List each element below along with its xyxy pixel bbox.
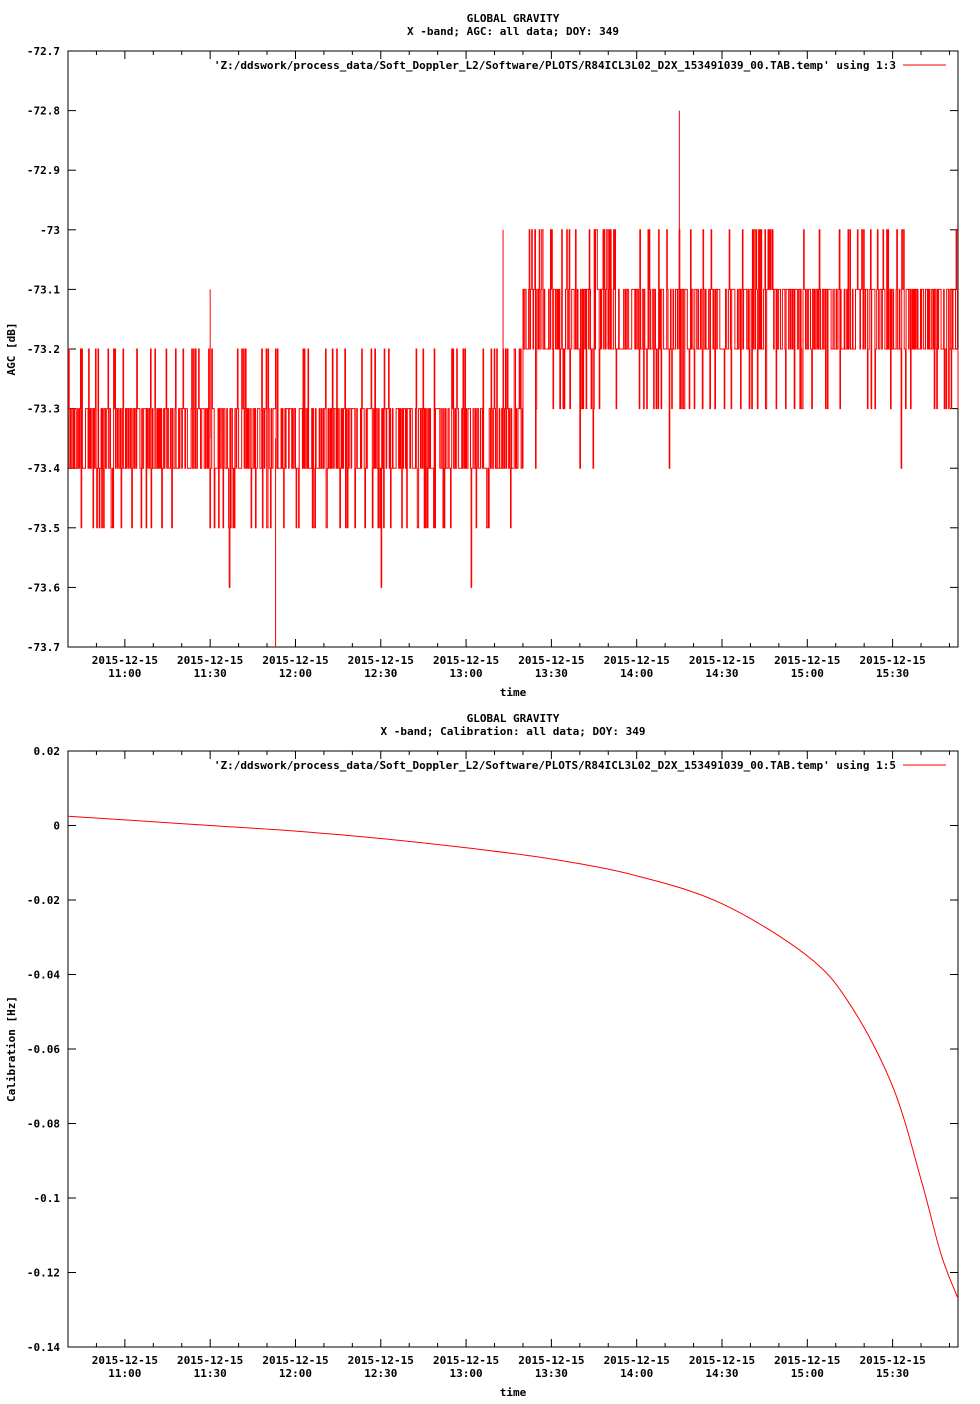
y-tick-label: -73.4 bbox=[27, 462, 60, 475]
chart-subtitle: X -band; Calibration: all data; DOY: 349 bbox=[381, 725, 646, 738]
y-tick-label: -0.1 bbox=[34, 1192, 61, 1205]
y-tick-label: -72.9 bbox=[27, 164, 60, 177]
y-tick-label: -0.02 bbox=[27, 894, 60, 907]
x-tick-time-label: 13:30 bbox=[535, 1367, 568, 1380]
x-tick-date-label: 2015-12-15 bbox=[177, 1354, 243, 1367]
x-tick-date-label: 2015-12-15 bbox=[689, 654, 755, 667]
legend-entry-label: 'Z:/ddswork/process_data/Soft_Doppler_L2… bbox=[214, 59, 896, 72]
x-tick-time-label: 14:30 bbox=[705, 667, 738, 680]
x-tick-time-label: 11:30 bbox=[194, 1367, 227, 1380]
y-tick-label: -0.06 bbox=[27, 1043, 60, 1056]
x-tick-time-label: 11:00 bbox=[108, 667, 141, 680]
x-tick-time-label: 11:30 bbox=[194, 667, 227, 680]
y-tick-label: 0.02 bbox=[34, 745, 61, 758]
y-tick-label: -73.6 bbox=[27, 581, 60, 594]
y-tick-label: -73.7 bbox=[27, 641, 60, 654]
chart-title: GLOBAL GRAVITY bbox=[467, 12, 560, 25]
x-tick-time-label: 12:00 bbox=[279, 1367, 312, 1380]
x-tick-date-label: 2015-12-15 bbox=[604, 654, 670, 667]
x-tick-time-label: 11:00 bbox=[108, 1367, 141, 1380]
x-tick-time-label: 15:30 bbox=[876, 667, 909, 680]
y-tick-label: -0.14 bbox=[27, 1341, 60, 1354]
x-tick-time-label: 15:00 bbox=[791, 1367, 824, 1380]
y-tick-label: -73 bbox=[40, 224, 60, 237]
x-tick-date-label: 2015-12-15 bbox=[774, 654, 840, 667]
x-axis-label: time bbox=[500, 1386, 527, 1399]
x-tick-date-label: 2015-12-15 bbox=[262, 654, 328, 667]
x-tick-date-label: 2015-12-15 bbox=[92, 1354, 158, 1367]
x-tick-time-label: 15:00 bbox=[791, 667, 824, 680]
chart-title: GLOBAL GRAVITY bbox=[467, 712, 560, 725]
y-tick-label: -0.04 bbox=[27, 969, 60, 982]
x-tick-time-label: 12:00 bbox=[279, 667, 312, 680]
x-tick-date-label: 2015-12-15 bbox=[348, 1354, 414, 1367]
x-tick-time-label: 12:30 bbox=[364, 667, 397, 680]
plot-frame bbox=[67, 750, 959, 1348]
x-tick-date-label: 2015-12-15 bbox=[262, 1354, 328, 1367]
x-tick-time-label: 14:00 bbox=[620, 1367, 653, 1380]
x-tick-date-label: 2015-12-15 bbox=[518, 1354, 584, 1367]
y-tick-label: -0.12 bbox=[27, 1267, 60, 1280]
x-tick-date-label: 2015-12-15 bbox=[689, 1354, 755, 1367]
x-tick-time-label: 13:30 bbox=[535, 667, 568, 680]
legend-entry-label: 'Z:/ddswork/process_data/Soft_Doppler_L2… bbox=[214, 759, 896, 772]
x-tick-date-label: 2015-12-15 bbox=[604, 1354, 670, 1367]
x-tick-date-label: 2015-12-15 bbox=[433, 1354, 499, 1367]
y-tick-label: -73.2 bbox=[27, 343, 60, 356]
chart-subtitle: X -band; AGC: all data; DOY: 349 bbox=[407, 25, 619, 38]
x-tick-date-label: 2015-12-15 bbox=[433, 654, 499, 667]
x-tick-date-label: 2015-12-15 bbox=[859, 654, 925, 667]
y-tick-label: 0 bbox=[53, 820, 60, 833]
x-tick-time-label: 14:00 bbox=[620, 667, 653, 680]
y-tick-label: -72.8 bbox=[27, 105, 60, 118]
y-axis-label: Calibration [Hz] bbox=[5, 996, 18, 1102]
y-tick-label: -72.7 bbox=[27, 45, 60, 58]
y-tick-label: -0.08 bbox=[27, 1118, 60, 1131]
x-tick-date-label: 2015-12-15 bbox=[348, 654, 414, 667]
y-axis-label: AGC [dB] bbox=[5, 323, 18, 376]
x-tick-time-label: 13:00 bbox=[450, 1367, 483, 1380]
x-tick-time-label: 12:30 bbox=[364, 1367, 397, 1380]
x-tick-date-label: 2015-12-15 bbox=[177, 654, 243, 667]
y-tick-label: -73.3 bbox=[27, 403, 60, 416]
x-axis-label: time bbox=[500, 686, 527, 699]
agc-series-line bbox=[68, 229, 959, 588]
x-tick-date-label: 2015-12-15 bbox=[774, 1354, 840, 1367]
y-tick-label: -73.1 bbox=[27, 283, 60, 296]
calibration-series-line bbox=[67, 815, 959, 1299]
x-tick-time-label: 14:30 bbox=[705, 1367, 738, 1380]
x-tick-date-label: 2015-12-15 bbox=[518, 654, 584, 667]
x-tick-date-label: 2015-12-15 bbox=[859, 1354, 925, 1367]
x-tick-time-label: 15:30 bbox=[876, 1367, 909, 1380]
x-tick-date-label: 2015-12-15 bbox=[92, 654, 158, 667]
y-tick-label: -73.5 bbox=[27, 522, 60, 535]
x-tick-time-label: 13:00 bbox=[450, 667, 483, 680]
